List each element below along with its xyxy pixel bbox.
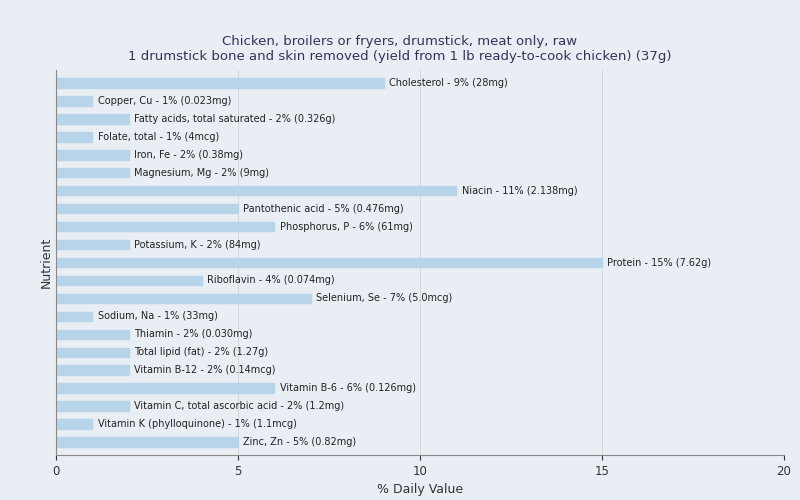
Text: Vitamin B-6 - 6% (0.126mg): Vitamin B-6 - 6% (0.126mg) (280, 384, 416, 394)
Text: Vitamin C, total ascorbic acid - 2% (1.2mg): Vitamin C, total ascorbic acid - 2% (1.2… (134, 402, 344, 411)
Bar (56, 150, 129, 160)
Bar (56, 78, 384, 88)
Bar (56, 114, 129, 124)
Text: Zinc, Zn - 5% (0.82mg): Zinc, Zn - 5% (0.82mg) (243, 438, 357, 448)
Text: Chicken, broilers or fryers, drumstick, meat only, raw
1 drumstick bone and skin: Chicken, broilers or fryers, drumstick, … (128, 35, 672, 63)
Bar (56, 384, 274, 394)
Bar (56, 96, 93, 106)
Text: Niacin - 11% (2.138mg): Niacin - 11% (2.138mg) (462, 186, 578, 196)
Bar (56, 330, 129, 340)
Bar (56, 366, 129, 376)
Bar (56, 402, 129, 411)
Text: Pantothenic acid - 5% (0.476mg): Pantothenic acid - 5% (0.476mg) (243, 204, 404, 214)
Bar (56, 186, 456, 196)
Bar (56, 438, 238, 448)
Bar (56, 222, 274, 232)
Text: Potassium, K - 2% (84mg): Potassium, K - 2% (84mg) (134, 240, 261, 250)
Text: Phosphorus, P - 6% (61mg): Phosphorus, P - 6% (61mg) (280, 222, 413, 232)
Bar (56, 276, 202, 285)
Text: Fatty acids, total saturated - 2% (0.326g): Fatty acids, total saturated - 2% (0.326… (134, 114, 336, 124)
Bar (56, 420, 93, 430)
Text: Magnesium, Mg - 2% (9mg): Magnesium, Mg - 2% (9mg) (134, 168, 270, 177)
Text: Thiamin - 2% (0.030mg): Thiamin - 2% (0.030mg) (134, 330, 253, 340)
Y-axis label: Nutrient: Nutrient (40, 237, 54, 288)
Bar (56, 132, 93, 141)
Bar (56, 168, 129, 177)
Text: Sodium, Na - 1% (33mg): Sodium, Na - 1% (33mg) (98, 312, 218, 322)
Bar (56, 240, 129, 250)
Text: Total lipid (fat) - 2% (1.27g): Total lipid (fat) - 2% (1.27g) (134, 348, 268, 358)
Text: Folate, total - 1% (4mcg): Folate, total - 1% (4mcg) (98, 132, 219, 141)
Text: Riboflavin - 4% (0.074mg): Riboflavin - 4% (0.074mg) (207, 276, 334, 285)
Bar (56, 258, 602, 268)
Text: Copper, Cu - 1% (0.023mg): Copper, Cu - 1% (0.023mg) (98, 96, 231, 106)
X-axis label: % Daily Value: % Daily Value (377, 484, 463, 496)
Bar (56, 204, 238, 214)
Text: Iron, Fe - 2% (0.38mg): Iron, Fe - 2% (0.38mg) (134, 150, 243, 160)
Text: Cholesterol - 9% (28mg): Cholesterol - 9% (28mg) (389, 78, 508, 88)
Bar (56, 294, 310, 304)
Bar (56, 312, 93, 322)
Text: Vitamin K (phylloquinone) - 1% (1.1mcg): Vitamin K (phylloquinone) - 1% (1.1mcg) (98, 420, 297, 430)
Text: Protein - 15% (7.62g): Protein - 15% (7.62g) (607, 258, 711, 268)
Bar (56, 348, 129, 358)
Text: Vitamin B-12 - 2% (0.14mcg): Vitamin B-12 - 2% (0.14mcg) (134, 366, 276, 376)
Text: Selenium, Se - 7% (5.0mcg): Selenium, Se - 7% (5.0mcg) (316, 294, 453, 304)
